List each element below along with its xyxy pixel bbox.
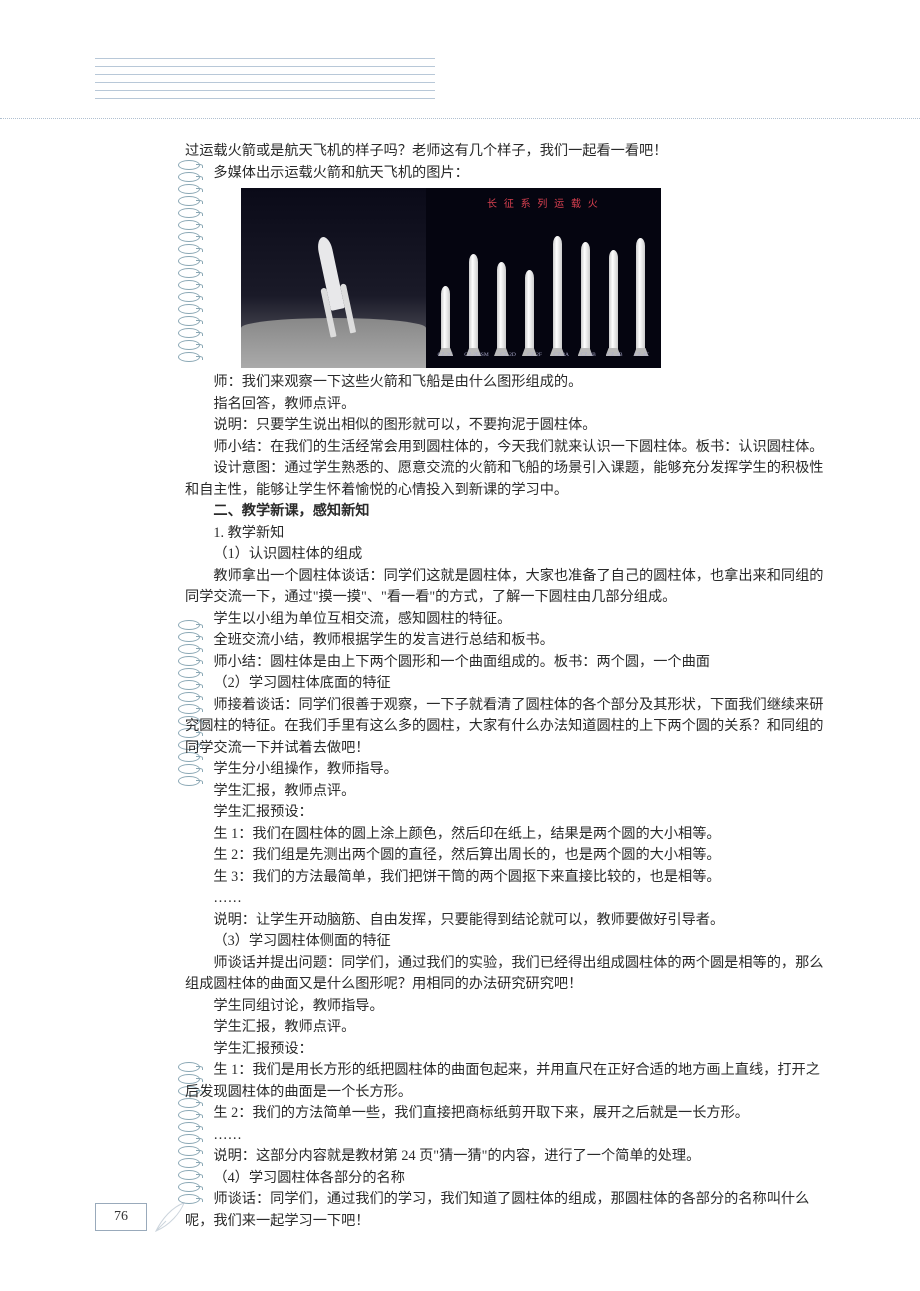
body-text: 过运载火箭或是航天飞机的样子吗？老师这有几个样子，我们一起看一看吧！多媒体出示运… — [185, 141, 830, 1232]
paragraph: 学生同组讨论，教师指导。 — [185, 996, 830, 1018]
paragraph: 说明：让学生开动脑筋、自由发挥，只要能得到结论就可以，教师要做好引导者。 — [185, 910, 830, 932]
rocket-icon — [469, 254, 478, 354]
rocket-figure: 长 征 系 列 运 载 火 CZ-2C CZ-2E/SM CZ-2D CZ-2F CZ-3… — [241, 188, 661, 368]
paragraph: 师小结：在我们的生活经常会用到圆柱体的，今天我们就来认识一下圆柱体。板书：认识圆… — [185, 437, 830, 459]
paragraph: （1）认识圆柱体的组成 — [185, 544, 830, 566]
paragraph: 教师拿出一个圆柱体谈话：同学们这就是圆柱体，大家也准备了自己的圆柱体，也拿出来和… — [185, 566, 830, 609]
paragraph: 师：我们来观察一下这些火箭和飞船是由什么图形组成的。 — [185, 372, 830, 394]
paragraph: 师接着谈话：同学们很善于观察，一下子就看清了圆柱体的各个部分及其形状，下面我们继… — [185, 695, 830, 760]
paragraph: 师谈话并提出问题：同学们，通过我们的实验，我们已经得出组成圆柱体的两个圆是相等的… — [185, 953, 830, 996]
paragraph: （2）学习圆柱体底面的特征 — [185, 673, 830, 695]
paragraph: 过运载火箭或是航天飞机的样子吗？老师这有几个样子，我们一起看一看吧！ — [185, 141, 830, 163]
paragraph: 生 2：我们的方法简单一些，我们直接把商标纸剪开取下来，展开之后就是一长方形。 — [185, 1103, 830, 1125]
paragraph: 生 1：我们在圆柱体的圆上涂上颜色，然后印在纸上，结果是两个圆的大小相等。 — [185, 824, 830, 846]
paragraph: （4）学习圆柱体各部分的名称 — [185, 1168, 830, 1190]
rocket-label: CZ-3B — [580, 345, 595, 367]
paragraph: （3）学习圆柱体侧面的特征 — [185, 931, 830, 953]
paragraph: 1. 教学新知 — [185, 523, 830, 545]
rocket-label: CZ-2D — [500, 345, 516, 367]
paragraph: 全班交流小结，教师根据学生的发言进行总结和板书。 — [185, 630, 830, 652]
paragraph: 学生汇报，教师点评。 — [185, 781, 830, 803]
paragraph: 设计意图：通过学生熟悉的、愿意交流的火箭和飞船的场景引入课题，能够充分发挥学生的… — [185, 458, 830, 501]
paragraph: 学生汇报，教师点评。 — [185, 1017, 830, 1039]
paragraph: …… — [185, 888, 830, 910]
rocket-icon — [525, 270, 534, 354]
paragraph: 生 2：我们组是先测出两个圆的直径，然后算出周长的，也是两个圆的大小相等。 — [185, 845, 830, 867]
rocket-label: CZ-2F — [527, 345, 542, 367]
rocket-icon — [636, 238, 645, 354]
paragraph: 师小结：圆柱体是由上下两个圆形和一个曲面组成的。板书：两个圆，一个曲面 — [185, 652, 830, 674]
header-rule-lines — [95, 58, 435, 106]
paragraph: 师谈话：同学们，通过我们的学习，我们知道了圆柱体的组成，那圆柱体的各部分的名称叫… — [185, 1189, 830, 1232]
dotted-separator — [0, 118, 920, 119]
page-number-box: 76 — [95, 1203, 147, 1231]
rocket-label: CZ-4B — [607, 345, 622, 367]
paragraph: 指名回答，教师点评。 — [185, 394, 830, 416]
paragraph: 二、教学新课，感知新知 — [185, 501, 830, 523]
paragraph: 说明：这部分内容就是教材第 24 页"猜一猜"的内容，进行了一个简单的处理。 — [185, 1146, 830, 1168]
paragraph: 生 1：我们是用长方形的纸把圆柱体的曲面包起来，并用直尺在正好合适的地方画上直线… — [185, 1060, 830, 1103]
paragraph: 多媒体出示运载火箭和航天飞机的图片： — [185, 163, 830, 185]
rocket-label: CZ-3A — [553, 345, 569, 367]
rocket-icon — [609, 250, 618, 354]
paragraph: …… — [185, 1125, 830, 1147]
figure-caption: 长 征 系 列 运 载 火 — [426, 194, 661, 216]
paragraph: 学生汇报预设： — [185, 1039, 830, 1061]
paragraph: 生 3：我们的方法最简单，我们把饼干筒的两个圆抠下来直接比较的，也是相等。 — [185, 867, 830, 889]
rocket-label: CZ-4C — [634, 345, 649, 367]
rocket-icon — [553, 236, 562, 354]
rocket-label: CZ-2C — [438, 345, 453, 367]
rocket-label: CZ-2E/SM — [464, 345, 488, 367]
paragraph: 说明：只要学生说出相似的图形就可以，不要拘泥于圆柱体。 — [185, 415, 830, 437]
page-number: 76 — [114, 1209, 128, 1225]
paragraph: 学生分小组操作，教师指导。 — [185, 759, 830, 781]
paragraph: 学生以小组为单位互相交流，感知圆柱的特征。 — [185, 609, 830, 631]
rocket-icon — [581, 242, 590, 354]
rocket-icon — [497, 262, 506, 354]
paragraph: 学生汇报预设： — [185, 802, 830, 824]
feather-icon — [152, 1199, 188, 1235]
